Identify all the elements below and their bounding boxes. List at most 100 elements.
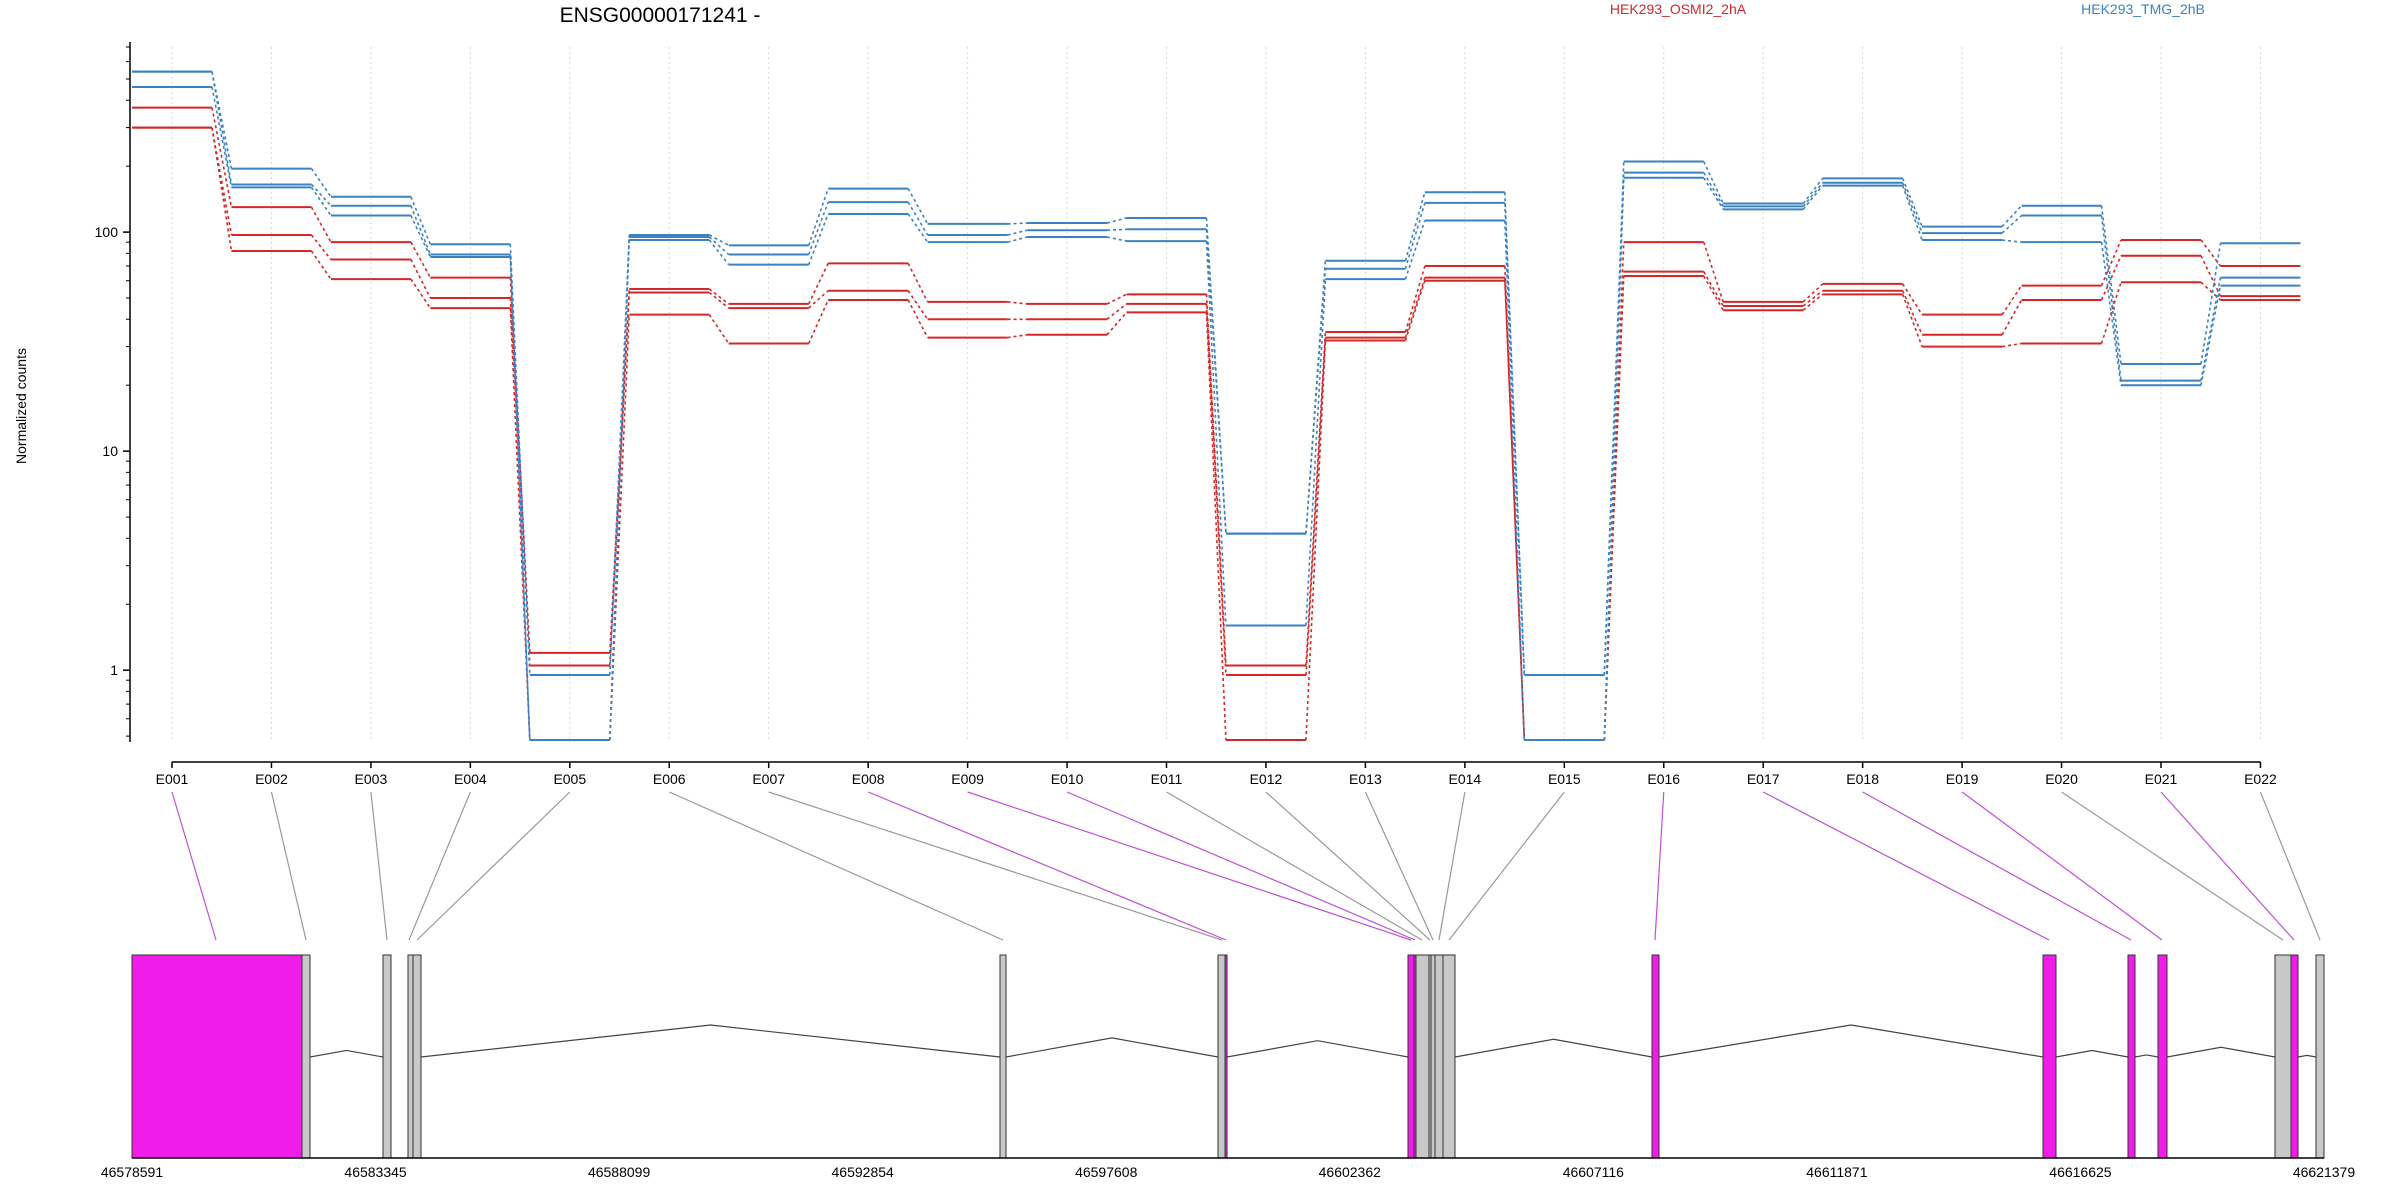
series-connector [708,239,730,266]
x-tick-label-e020: E020 [2045,771,2078,787]
exon-connector [2061,791,2284,941]
exon-box-e015 [1442,954,1456,1159]
exon-connector [867,791,1227,941]
legend-entry-osmi2: HEK293_OSMI2_2hA [1610,1,1747,17]
exon-box-e017 [2042,954,2057,1159]
series-connector [310,234,332,260]
series-connector [1802,177,1824,205]
exon-connector [270,791,307,941]
x-tick-label-e006: E006 [653,771,686,787]
exon-box-e020 [2274,954,2292,1159]
series-connector [807,263,829,305]
exon-box-e022 [2315,954,2325,1159]
series-connector [609,240,631,741]
exon-connector [1762,791,2050,941]
series-connector [1106,311,1128,336]
series-connector [2100,242,2122,386]
series-connector [410,241,432,278]
genomic-coordinate-label: 46583345 [344,1164,407,1180]
series-connector [1106,236,1127,242]
genomic-coordinate-label: 46588099 [588,1164,651,1180]
series-connector [410,205,432,255]
genomic-coordinate-label: 46611871 [1806,1164,1867,1180]
exon-connector [967,791,1412,941]
x-tick-label-e002: E002 [255,771,288,787]
series-connector [2002,239,2022,243]
series-connector [2001,299,2023,336]
exon-connector [1265,791,1431,941]
series-connector [1106,303,1127,320]
exon-connector [1961,791,2163,941]
intron-line [2055,1049,2129,1058]
series-connector [2200,255,2222,297]
series-connector [1802,182,1824,207]
series-connector [609,314,631,741]
x-tick-label-e004: E004 [454,771,487,787]
series-connector [2100,205,2122,365]
series-connector [2100,282,2122,344]
series-connector [1901,294,1923,347]
intron-line [420,1024,1001,1058]
series-4 [132,70,2301,741]
exon-box-e008 [1224,954,1228,1159]
x-tick-label-e022: E022 [2244,771,2277,787]
series-connector [1106,217,1127,224]
exon-box-e006 [999,954,1007,1159]
series-connector [1504,277,1526,741]
intron-line [2297,1054,2317,1058]
series-connector [1702,241,1724,303]
series-connector [1603,161,1625,676]
chart-title: ENSG00000171241 - [560,4,761,27]
intron-line [2134,1054,2159,1058]
series-connector [1404,265,1426,333]
series-connector [2001,285,2023,316]
exon-connector [1862,791,2132,941]
x-tick-label-e019: E019 [1946,771,1979,787]
series-connector [1007,333,1028,339]
exon-connector [2160,791,2295,941]
series-connector [410,196,432,245]
series-connector [2200,243,2222,365]
series-connector [1504,220,1526,741]
series-connector [2001,214,2023,234]
series-5 [132,85,2301,741]
exon-connector [768,791,1223,941]
genomic-coordinate-label: 46616625 [2049,1164,2112,1180]
intron-line [1658,1024,2044,1058]
series-connector [1504,202,1526,676]
series-connector [907,188,929,225]
x-tick-label-e014: E014 [1448,771,1481,787]
series-connector [1703,161,1724,204]
series-connector [1305,340,1327,741]
exon-box-e018 [2127,954,2136,1159]
series-connector [1305,337,1327,676]
y-axis-label: Normalized counts [13,348,29,464]
exon-connector [408,791,471,941]
series-connector [1305,268,1327,534]
genomic-coordinate-label: 46607116 [1563,1164,1624,1180]
series-connector [1305,279,1327,626]
series-connector [1802,185,1824,210]
series-connector [807,299,829,344]
exon-connector [1654,791,1665,941]
series-connector [1901,185,1923,241]
series-connector [1703,177,1724,210]
series-connector [211,71,233,169]
series-connector [1205,229,1227,534]
exon-connector [1364,791,1434,941]
x-tick-label-e010: E010 [1051,771,1084,787]
exon-box-e004 [407,954,414,1159]
series-connector [310,168,332,198]
exon-box-e011 [1415,954,1430,1159]
series-connector [907,262,929,303]
x-tick-label-e015: E015 [1548,771,1581,787]
series-connector [1603,177,1625,741]
series-connector [609,292,631,666]
series-connector [708,288,730,305]
series-connector [2100,215,2122,381]
intron-line [1005,1037,1219,1058]
series-connector [2200,281,2221,301]
series-connector [708,236,730,256]
series-2 [132,126,2301,741]
